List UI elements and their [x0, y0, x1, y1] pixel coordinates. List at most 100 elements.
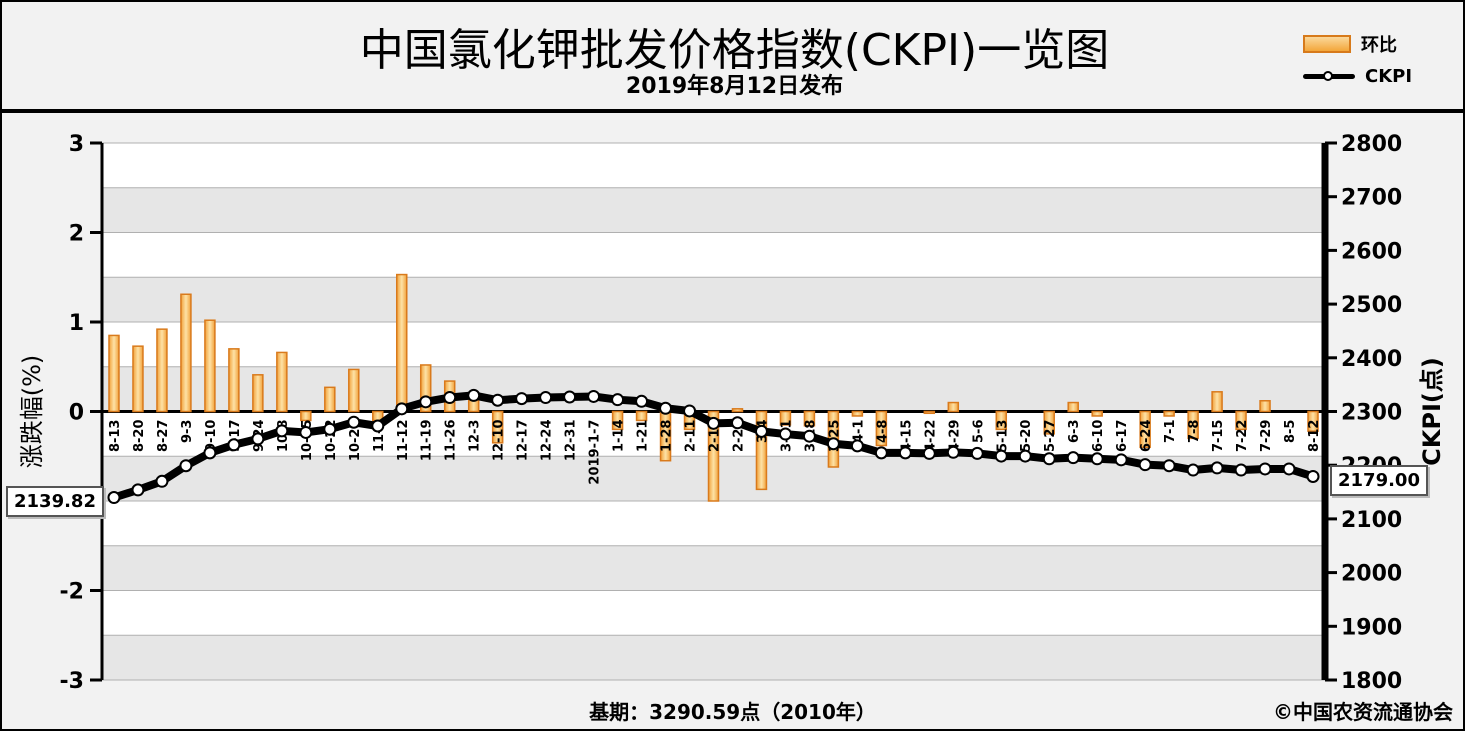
ckpi-point	[587, 389, 601, 403]
legend-item-bar: 环比	[1303, 32, 1397, 56]
bar	[779, 410, 792, 426]
legend: 环比 CKPI	[1303, 32, 1443, 92]
ckpi-point	[299, 425, 313, 439]
category-label: 10-29	[348, 420, 363, 462]
chart-title: 中国氯化钾批发价格指数(CKPI)一览图	[359, 25, 1110, 76]
right-tick-label: 2600	[1341, 239, 1402, 264]
ckpi-point	[946, 445, 960, 459]
callout-first-value: 2139.82	[6, 486, 104, 517]
ckpi-point	[443, 391, 457, 405]
bar	[1211, 391, 1223, 413]
ckpi-point	[419, 395, 433, 409]
category-label: 1-21	[636, 420, 651, 453]
ckpi-point	[1066, 451, 1080, 465]
ckpi-point	[1210, 461, 1224, 475]
category-label: 4-22	[923, 420, 938, 453]
ckpi-point	[1138, 458, 1152, 472]
grid-band	[102, 187, 1325, 233]
grid-band	[102, 322, 1325, 367]
bar	[1043, 410, 1055, 435]
bar	[923, 410, 936, 415]
right-tick-label: 1800	[1341, 669, 1402, 694]
category-label: 8-12	[1307, 420, 1322, 453]
bar	[348, 368, 360, 413]
right-axis-title: CKPI(点)	[1418, 357, 1446, 466]
grid-band	[102, 277, 1325, 322]
category-label: 6-10	[1091, 420, 1106, 453]
bar	[1307, 410, 1319, 432]
category-label: 5-20	[1019, 420, 1034, 453]
category-label: 6-3	[1067, 420, 1082, 444]
category-label: 6-17	[1115, 420, 1130, 453]
legend-line-swatch	[1303, 71, 1355, 81]
category-label: 4-15	[899, 420, 914, 453]
bar	[204, 319, 216, 413]
category-label: 10-15	[300, 420, 315, 462]
left-tick-label: 3	[69, 132, 84, 157]
bar	[1091, 410, 1103, 417]
bar	[611, 410, 624, 431]
ckpi-point	[683, 404, 697, 418]
grid-band	[102, 545, 1325, 591]
left-tick-label: 1	[69, 311, 84, 336]
category-label: 8-13	[108, 420, 123, 453]
category-label: 2019-1-7	[588, 420, 603, 485]
grid-band	[102, 635, 1325, 680]
right-tick-label: 2000	[1341, 562, 1402, 587]
footer-credit: ©中国农资流通协会	[1273, 700, 1453, 724]
category-label: 7-29	[1259, 420, 1274, 453]
bar	[491, 410, 504, 444]
category-label: 1-14	[612, 420, 627, 453]
chart-subtitle: 2019年8月12日发布	[625, 74, 844, 99]
bar	[1163, 410, 1175, 417]
ckpi-point	[778, 427, 792, 441]
category-label: 7-22	[1235, 420, 1250, 453]
left-tick-label: -3	[60, 669, 84, 694]
ckpi-point	[1114, 453, 1128, 467]
ckpi-point	[922, 446, 936, 460]
bar	[1259, 400, 1271, 413]
category-label: 4-8	[875, 420, 890, 444]
category-label: 12-17	[516, 420, 531, 462]
ckpi-point	[635, 394, 649, 408]
ckpi-point	[275, 424, 289, 438]
right-tick-label: 2500	[1341, 293, 1402, 318]
ckpi-point	[850, 439, 864, 453]
bar	[755, 410, 768, 491]
bar	[156, 328, 168, 413]
ckpi-point	[515, 392, 529, 406]
bar	[1187, 410, 1199, 440]
ckpi-point	[563, 390, 577, 404]
ckpi-point	[970, 446, 984, 460]
ckpi-point	[1162, 459, 1176, 473]
bar	[995, 410, 1008, 431]
category-label: 7-8	[1187, 420, 1202, 444]
ckpi-point	[155, 474, 169, 488]
legend-item-line: CKPI	[1303, 64, 1412, 88]
grid-band	[102, 143, 1325, 188]
grid-band	[102, 501, 1325, 546]
bar	[1139, 410, 1151, 449]
ckpi-point	[826, 437, 840, 451]
header: 中国氯化钾批发价格指数(CKPI)一览图 2019年8月12日发布 环比 CKP…	[2, 2, 1463, 113]
category-label: 9-10	[204, 420, 219, 453]
ckpi-point	[1258, 462, 1272, 476]
ckpi-point	[371, 419, 385, 433]
bar	[803, 410, 816, 427]
right-tick-label: 2100	[1341, 508, 1402, 533]
ckpi-point	[107, 491, 121, 505]
category-label: 11-26	[444, 420, 459, 462]
category-label: 12-10	[492, 420, 507, 462]
category-label: 11-19	[420, 420, 435, 462]
ckpi-point	[251, 432, 265, 446]
ckpi-point	[203, 446, 217, 460]
ckpi-point	[659, 401, 673, 415]
left-tick-label: 2	[69, 222, 84, 247]
bar	[396, 273, 408, 413]
category-label: 8-27	[156, 420, 171, 453]
ckpi-point	[730, 416, 744, 430]
category-label: 2-11	[684, 420, 699, 453]
bar	[707, 410, 720, 502]
ckpi-point	[802, 429, 816, 443]
right-tick-label: 1900	[1341, 615, 1402, 640]
